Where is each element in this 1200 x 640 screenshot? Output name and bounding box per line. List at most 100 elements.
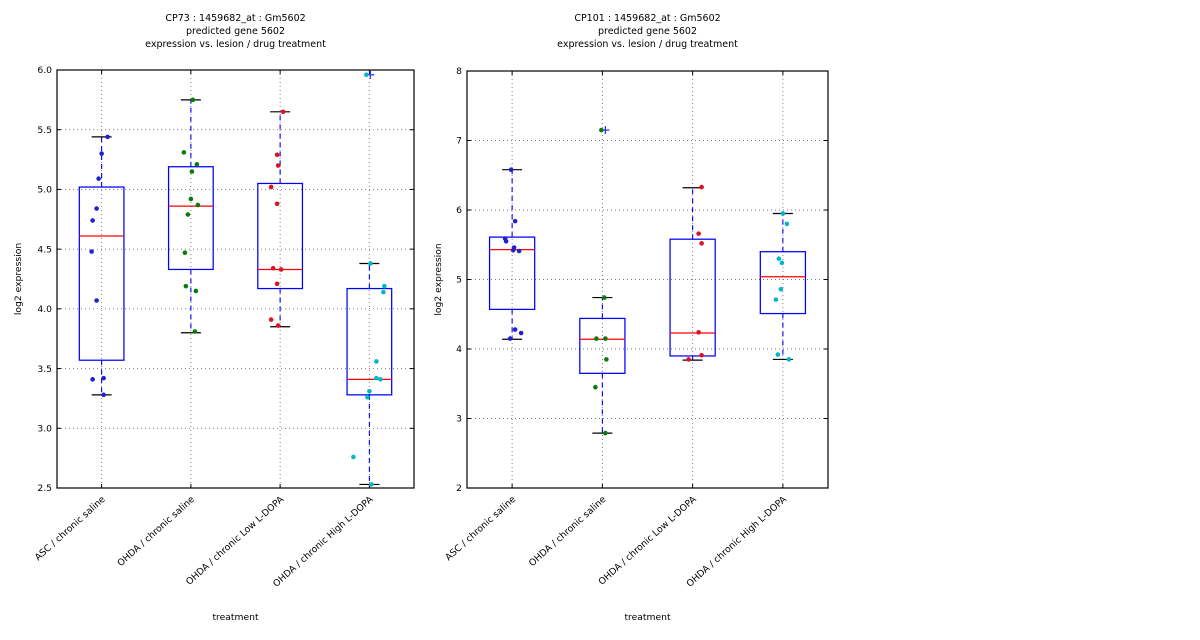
- category-label: OHDA / chronic saline: [527, 494, 609, 569]
- data-point: [94, 298, 99, 303]
- data-point: [374, 375, 379, 381]
- data-point: [784, 221, 790, 227]
- plot-background: [57, 70, 414, 488]
- category-label: ASC / chronic saline: [33, 494, 108, 563]
- data-point: [367, 388, 372, 394]
- data-point: [512, 327, 518, 332]
- chart-title-line: expression vs. lesion / drug treatment: [557, 39, 738, 50]
- box-rect: [488, 236, 536, 311]
- data-point: [280, 109, 286, 115]
- data-point: [268, 317, 274, 322]
- y-tick-label: 5.5: [37, 125, 52, 136]
- data-point: [603, 336, 608, 341]
- data-point: [193, 288, 199, 294]
- data-point: [195, 202, 201, 208]
- data-point: [99, 151, 104, 156]
- category-label: OHDA / chronic Low L-DOPA: [184, 494, 287, 588]
- data-point: [274, 152, 280, 158]
- data-point: [381, 289, 386, 295]
- category-label: ASC / chronic saline: [443, 494, 518, 563]
- boxplot-chart: [466, 70, 829, 489]
- box-rect: [257, 182, 304, 290]
- box-rect: [579, 317, 626, 374]
- data-point: [278, 267, 284, 272]
- box-rect: [759, 251, 807, 315]
- data-point: [101, 392, 106, 398]
- data-point: [604, 357, 609, 362]
- outlier-dot: [364, 72, 369, 78]
- data-point: [194, 162, 200, 167]
- y-tick-label: 6: [456, 205, 462, 216]
- data-point: [603, 430, 608, 436]
- data-point: [775, 352, 781, 357]
- data-point: [351, 454, 356, 460]
- y-tick-label: 8: [456, 66, 462, 77]
- data-point: [776, 256, 782, 261]
- y-tick-label: 4.5: [37, 244, 52, 255]
- data-point: [699, 352, 704, 358]
- data-point: [686, 357, 691, 362]
- data-point: [192, 329, 198, 334]
- box-group: [167, 97, 214, 334]
- y-tick-label: 6.0: [37, 65, 52, 76]
- data-point: [778, 286, 784, 292]
- category-label: OHDA / chronic High L-DOPA: [271, 494, 376, 590]
- data-point: [274, 281, 280, 287]
- data-point: [275, 163, 281, 168]
- data-point: [105, 134, 110, 140]
- box-group: [257, 109, 304, 328]
- data-point: [96, 176, 101, 181]
- data-point: [268, 184, 274, 190]
- data-point: [369, 482, 374, 487]
- data-point: [378, 377, 383, 382]
- y-tick-label: 5: [456, 275, 462, 286]
- axis-label-y: log2 expression: [13, 243, 24, 316]
- box-group: [759, 211, 807, 362]
- data-point: [510, 248, 516, 253]
- category-label: OHDA / chronic High L-DOPA: [685, 494, 790, 590]
- box-rect: [167, 166, 214, 271]
- data-point: [183, 283, 189, 289]
- y-tick-label: 3.5: [37, 364, 52, 375]
- data-point: [696, 330, 701, 335]
- y-tick-label: 5.0: [37, 185, 52, 196]
- data-point: [593, 384, 598, 390]
- data-point: [188, 196, 194, 202]
- axis-label-y: log2 expression: [433, 243, 444, 316]
- y-tick-label: 4: [456, 344, 462, 355]
- data-point: [181, 150, 187, 155]
- data-point: [185, 212, 191, 217]
- boxplot-chart: [56, 69, 415, 489]
- data-point: [780, 211, 786, 216]
- chart-title-line: CP73 : 1459682_at : Gm5602: [165, 13, 305, 24]
- data-point: [90, 377, 95, 382]
- axis-label-x: treatment: [212, 612, 258, 623]
- data-point: [516, 248, 522, 254]
- chart-title-line: expression vs. lesion / drug treatment: [145, 39, 326, 50]
- data-point: [274, 201, 280, 207]
- data-point: [773, 297, 779, 302]
- data-point: [696, 231, 701, 236]
- data-point: [101, 375, 106, 381]
- outlier-dot: [599, 127, 604, 133]
- data-point: [503, 238, 509, 244]
- data-point: [512, 218, 518, 224]
- chart-title-line: predicted gene 5602: [598, 26, 697, 37]
- data-point: [270, 265, 276, 271]
- plot-border: [466, 70, 829, 489]
- data-point: [602, 295, 607, 300]
- box-group: [579, 126, 626, 436]
- y-tick-label: 2.5: [37, 483, 52, 494]
- data-point: [779, 260, 785, 266]
- data-point: [182, 250, 188, 256]
- data-point: [365, 394, 370, 400]
- box-rect: [78, 186, 125, 361]
- y-tick-label: 4.0: [37, 304, 52, 315]
- data-point: [699, 184, 704, 190]
- chart-title-line: CP101 : 1459682_at : Gm5602: [574, 13, 720, 24]
- data-point: [89, 249, 94, 254]
- data-point: [507, 336, 513, 341]
- axis-label-x: treatment: [624, 612, 670, 623]
